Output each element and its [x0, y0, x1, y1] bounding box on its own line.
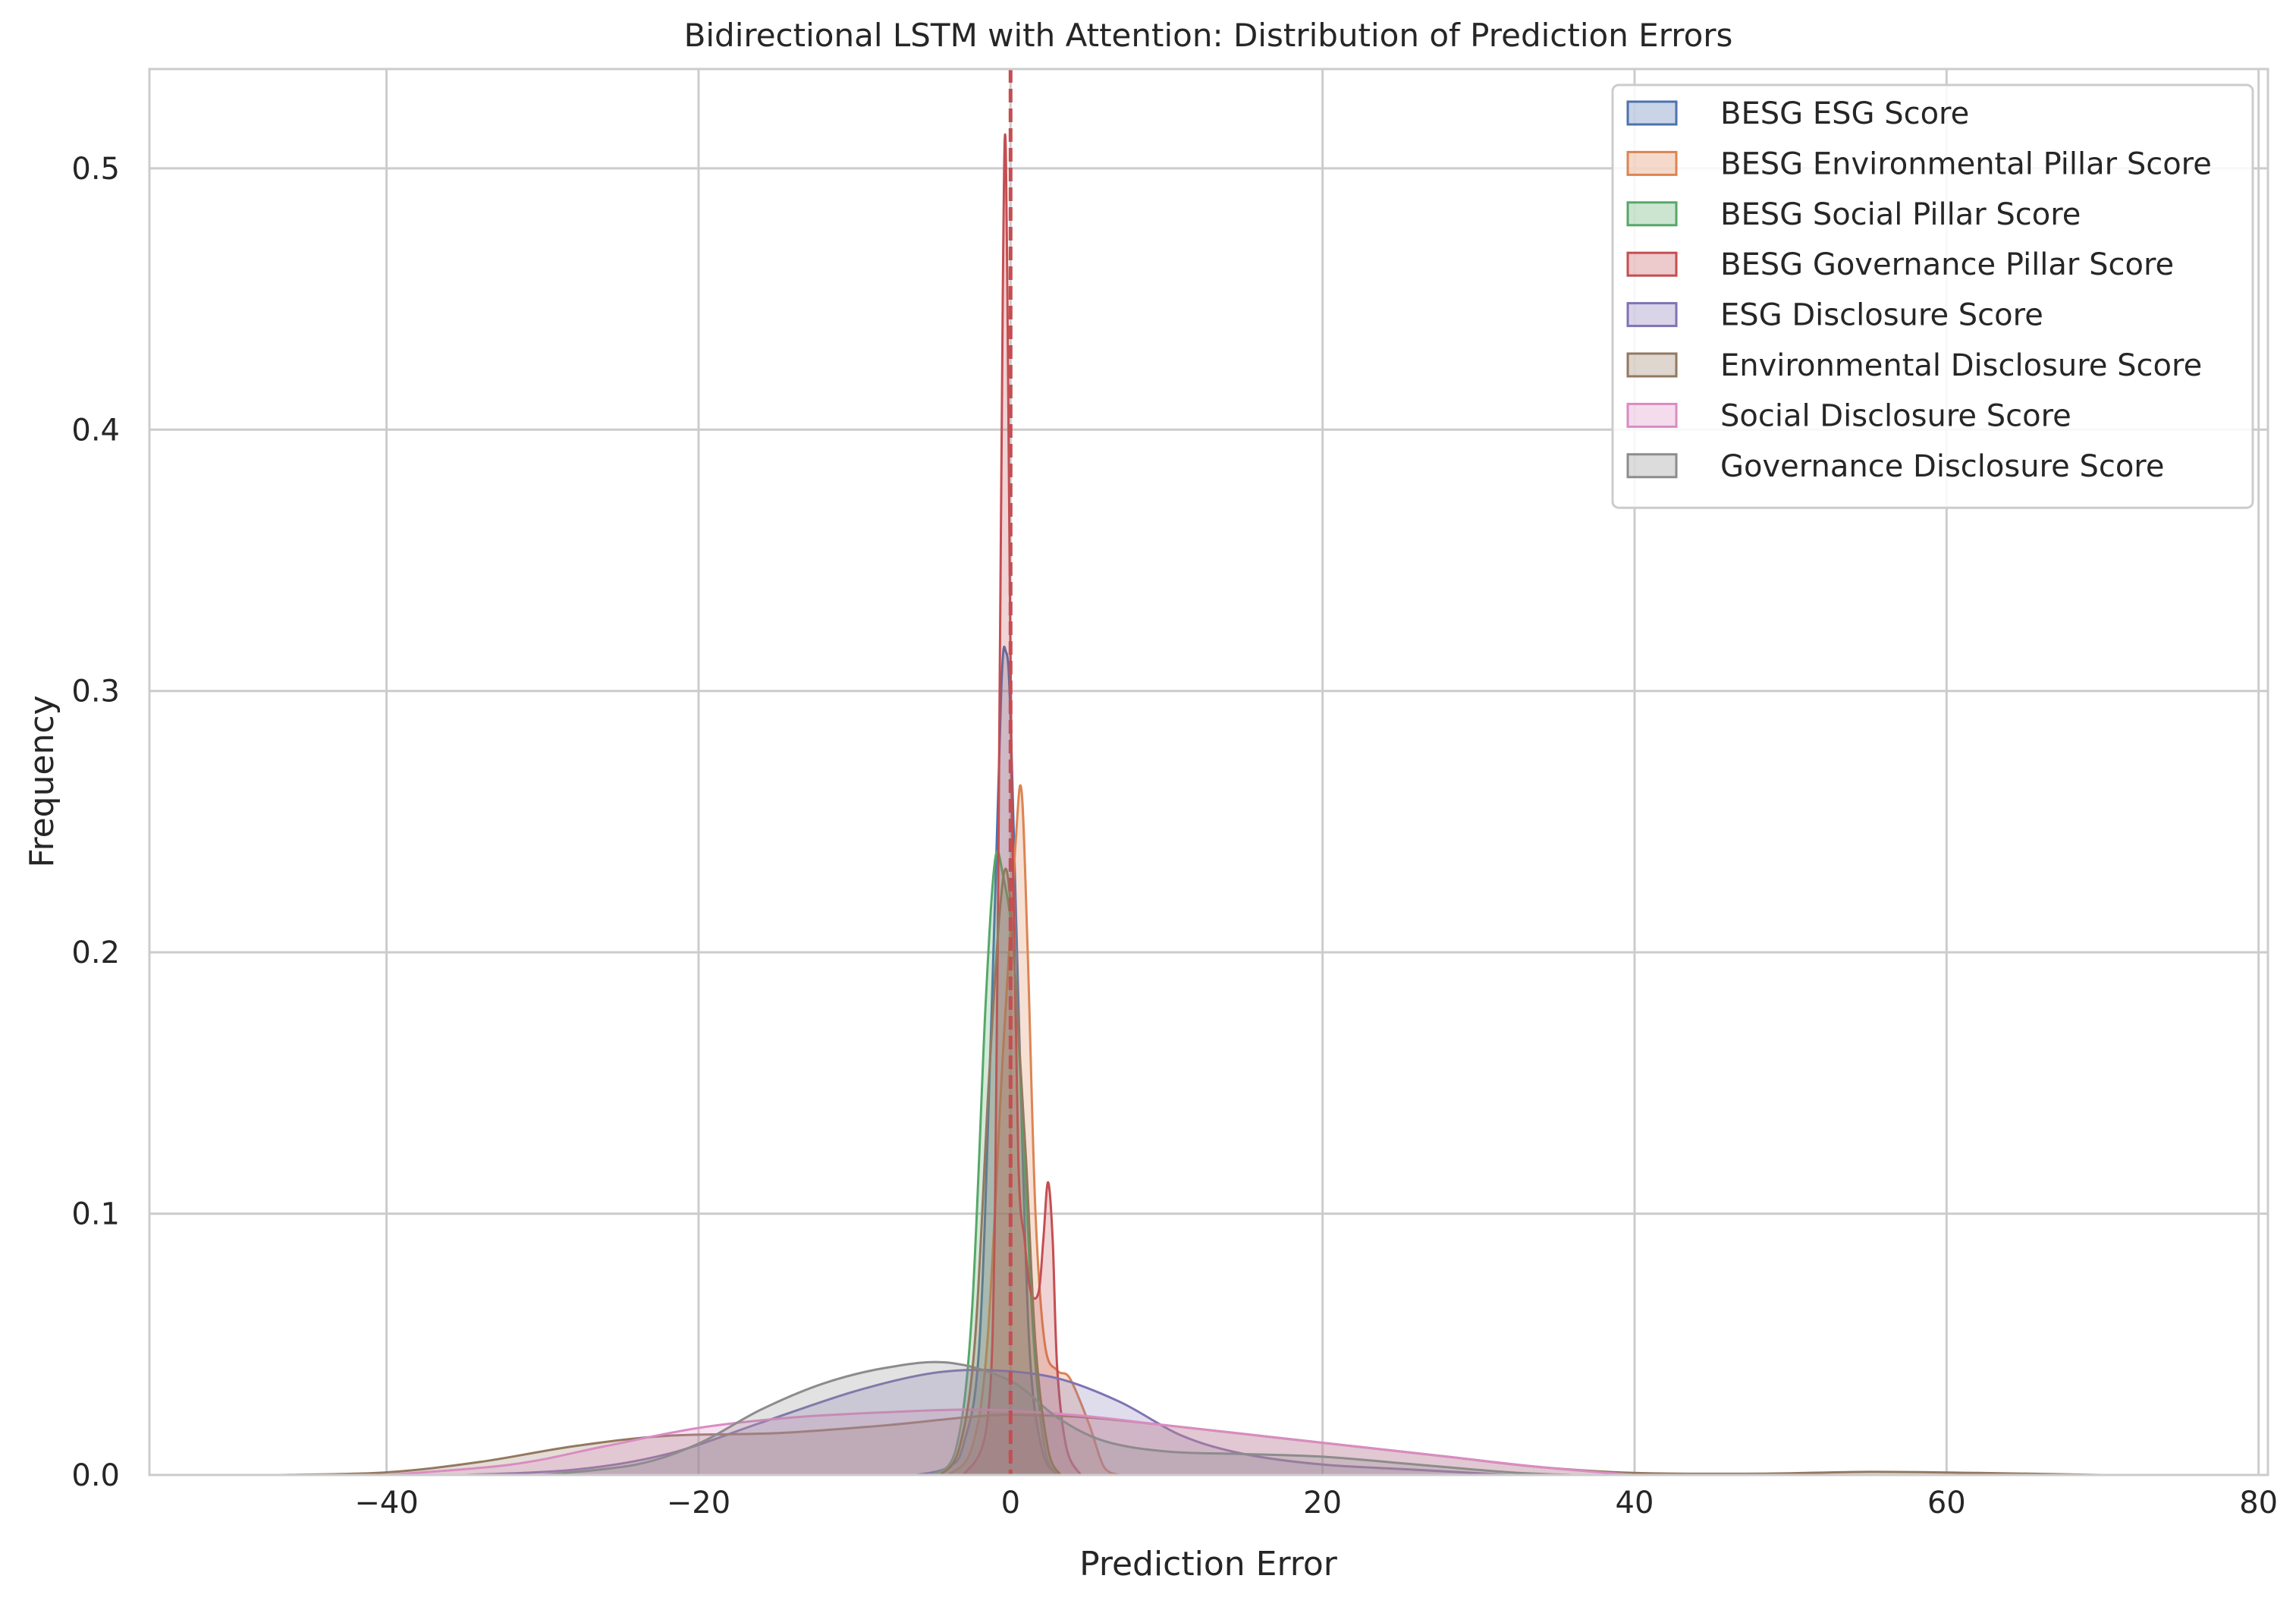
- legend-label: Environmental Disclosure Score: [1720, 348, 2202, 383]
- legend-item-besg-environmental-pillar-score: BESG Environmental Pillar Score: [1626, 146, 2212, 181]
- x-axis-label: Prediction Error: [1079, 1545, 1338, 1583]
- legend-swatch: [1626, 201, 1678, 227]
- legend-item-esg-disclosure-score: ESG Disclosure Score: [1626, 298, 2043, 333]
- legend-swatch: [1626, 402, 1678, 428]
- y-tick-label: 0.2: [71, 936, 120, 970]
- y-tick-label: 0.5: [71, 152, 120, 187]
- legend-swatch: [1626, 150, 1678, 176]
- density-area-besg-esg-score: [916, 646, 1057, 1476]
- legend-item-governance-disclosure-score: Governance Disclosure Score: [1626, 449, 2164, 484]
- legend-label: BESG ESG Score: [1720, 96, 1969, 131]
- legend-box: [1611, 83, 2254, 509]
- legend-item-besg-governance-pillar-score: BESG Governance Pillar Score: [1626, 247, 2174, 282]
- legend-swatch: [1626, 251, 1678, 277]
- legend: BESG ESG Score BESG Environmental Pillar …: [1611, 83, 2254, 509]
- legend-label: Governance Disclosure Score: [1720, 449, 2164, 484]
- y-axis-label: Frequency: [23, 695, 61, 867]
- ticks-layer: −40 −20 0 20 40 60 80 0.0 0.1 0.2 0.3 0.4 0.5: [71, 152, 2278, 1521]
- y-tick-label: 0.0: [71, 1458, 120, 1493]
- density-area-secondary-series: [940, 868, 1061, 1475]
- legend-label: ESG Disclosure Score: [1720, 298, 2043, 333]
- legend-swatch: [1626, 100, 1678, 126]
- density-line-besg-environmental-pillar-score: [947, 784, 1120, 1476]
- chart-title: Bidirectional LSTM with Attention: Distr…: [684, 17, 1733, 54]
- x-tick-label: −40: [354, 1486, 418, 1521]
- x-tick-label: 80: [2239, 1486, 2278, 1521]
- x-tick-label: 0: [1001, 1486, 1020, 1521]
- legend-label: BESG Environmental Pillar Score: [1720, 146, 2212, 181]
- legend-item-environmental-disclosure-score: Environmental Disclosure Score: [1626, 348, 2202, 383]
- x-tick-label: 60: [1927, 1486, 1966, 1521]
- plot-frame: [148, 68, 2269, 1476]
- density-line-social-disclosure-score: [386, 1408, 1635, 1476]
- density-line-besg-esg-score: [916, 645, 1059, 1476]
- legend-item-besg-social-pillar-score: BESG Social Pillar Score: [1626, 197, 2081, 232]
- legend-item-besg-esg-score: BESG ESG Score: [1626, 96, 1969, 131]
- density-line-secondary-series: [939, 867, 1062, 1476]
- series-secondary-series: [939, 867, 1062, 1476]
- series-besg-esg-score: [916, 645, 1059, 1476]
- legend-label: BESG Governance Pillar Score: [1720, 247, 2174, 282]
- density-area-esg-disclosure-score: [464, 1370, 1510, 1475]
- legend-label: BESG Social Pillar Score: [1720, 197, 2081, 232]
- legend-swatch: [1626, 352, 1678, 378]
- legend-label: Social Disclosure Score: [1720, 398, 2071, 433]
- y-tick-label: 0.3: [71, 675, 120, 709]
- x-tick-label: 20: [1303, 1486, 1342, 1521]
- legend-swatch: [1626, 302, 1678, 328]
- x-tick-label: −20: [667, 1486, 730, 1521]
- x-tick-label: 40: [1616, 1486, 1654, 1521]
- series-besg-environmental-pillar-score: [947, 784, 1120, 1476]
- y-tick-label: 0.4: [71, 413, 120, 448]
- legend-item-social-disclosure-score: Social Disclosure Score: [1626, 398, 2071, 433]
- y-tick-label: 0.1: [71, 1197, 120, 1232]
- legend-swatch: [1626, 453, 1678, 479]
- density-area-environmental-disclosure-score: [277, 1414, 2103, 1475]
